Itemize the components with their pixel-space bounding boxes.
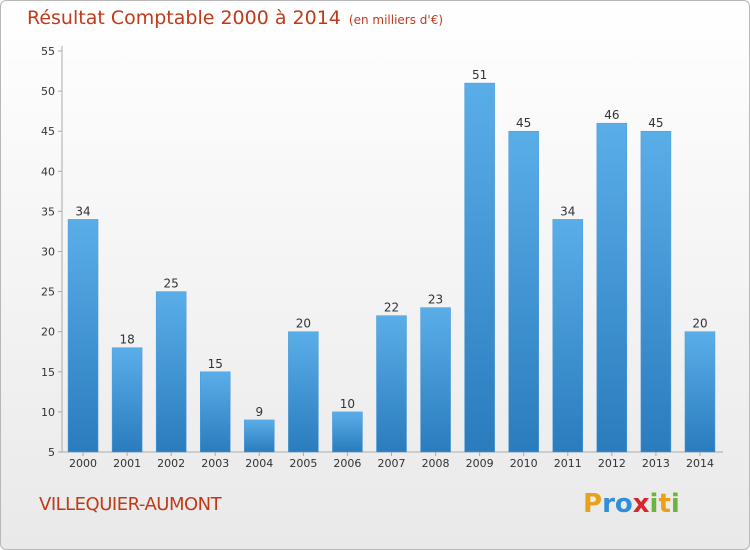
y-tick-label: 45 [41, 125, 55, 138]
logo-letter: o [614, 489, 633, 519]
x-tick-label: 2009 [466, 457, 494, 470]
x-tick-label: 2014 [686, 457, 714, 470]
y-tick-label: 15 [41, 366, 55, 379]
x-tick-label: 2004 [245, 457, 273, 470]
bar-value-label: 22 [384, 301, 399, 315]
bar [508, 130, 539, 453]
x-tick-label: 2006 [333, 457, 361, 470]
chart-title-text: Résultat Comptable 2000 à 2014 [27, 7, 341, 29]
bar-value-label: 46 [604, 108, 619, 122]
bar [420, 307, 451, 453]
bar [464, 82, 495, 453]
chart-subtitle: (en milliers d'€) [348, 13, 444, 27]
bar [288, 331, 319, 453]
y-tick-label: 55 [41, 45, 55, 58]
x-tick-label: 2010 [510, 457, 538, 470]
bar-value-label: 25 [164, 277, 179, 291]
x-tick-label: 2003 [201, 457, 229, 470]
bar [376, 315, 407, 453]
bar [155, 291, 187, 453]
logo-letter: P [583, 489, 603, 519]
proxiti-logo: Proxiti [583, 489, 680, 519]
bar [596, 122, 628, 453]
bar [244, 419, 275, 453]
x-tick-label: 2013 [642, 457, 670, 470]
chart-title: Résultat Comptable 2000 à 2014 (en millie… [27, 7, 443, 29]
logo-letter: r [602, 489, 615, 519]
y-tick-label: 30 [41, 246, 55, 259]
y-tick-label: 35 [41, 205, 55, 218]
bar [199, 371, 231, 453]
y-tick-label: 10 [41, 406, 55, 419]
bar-value-label: 9 [255, 405, 263, 419]
logo-letter: t [658, 489, 671, 519]
y-tick-label: 5 [48, 446, 55, 459]
bar-value-label: 18 [119, 333, 134, 347]
commune-name: VILLEQUIER-AUMONT [39, 494, 222, 515]
y-tick-label: 40 [41, 165, 55, 178]
bar [552, 219, 584, 453]
bar [332, 411, 363, 453]
bar [684, 331, 716, 453]
y-tick-label: 25 [41, 286, 55, 299]
bar-value-label: 34 [560, 204, 575, 218]
logo-letter: i [649, 489, 659, 519]
x-tick-label: 2002 [157, 457, 185, 470]
bar-value-label: 45 [648, 116, 663, 130]
bar-value-label: 15 [208, 357, 223, 371]
x-tick-label: 2001 [113, 457, 141, 470]
bar [640, 130, 672, 453]
x-tick-label: 2005 [289, 457, 317, 470]
x-tick-label: 2008 [422, 457, 450, 470]
x-tick-label: 2007 [378, 457, 406, 470]
bar-value-label: 34 [75, 204, 90, 218]
bar [67, 219, 99, 453]
logo-letter: x [632, 489, 650, 519]
logo-letter: i [670, 489, 680, 519]
bar-value-label: 10 [340, 397, 355, 411]
bar-value-label: 20 [296, 317, 311, 331]
x-tick-label: 2012 [598, 457, 626, 470]
bar-value-label: 45 [516, 116, 531, 130]
y-tick-label: 20 [41, 326, 55, 339]
y-tick-label: 50 [41, 85, 55, 98]
bar [111, 347, 143, 453]
bar-value-label: 20 [692, 317, 707, 331]
x-tick-label: 2011 [554, 457, 582, 470]
bar-value-label: 23 [428, 293, 443, 307]
x-tick-label: 2000 [69, 457, 97, 470]
bar-value-label: 51 [472, 68, 487, 82]
